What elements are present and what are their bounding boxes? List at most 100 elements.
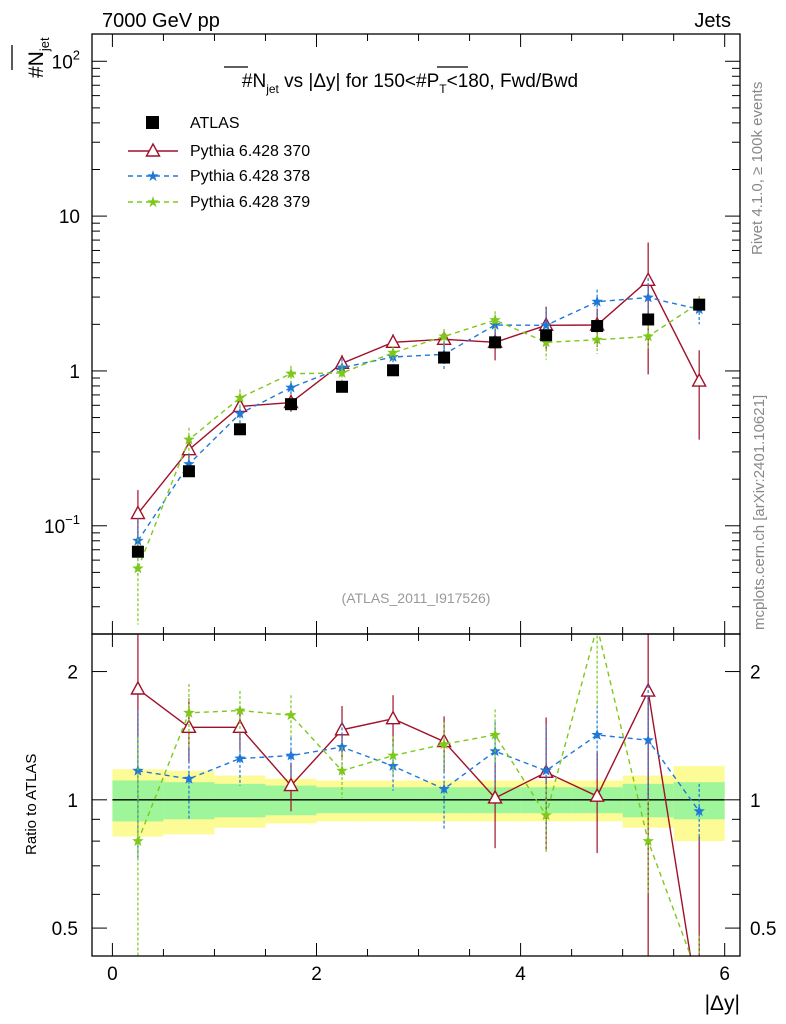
ratio-y-tick-label-right: 2 xyxy=(750,663,761,684)
title-n: N xyxy=(252,71,266,92)
marker-star xyxy=(285,381,297,393)
legend-378-marker: ★ xyxy=(146,168,159,185)
atlas-data-point xyxy=(591,320,604,333)
atlas-data-point xyxy=(336,380,349,393)
title-p: P xyxy=(427,71,440,92)
marker-star xyxy=(132,835,144,846)
svg-text:#Njet: #Njet xyxy=(25,37,52,78)
ratio-y-axis-label: Ratio to ATLAS xyxy=(23,754,40,855)
x-tick-label: 2 xyxy=(311,964,322,985)
marker-star xyxy=(132,562,144,574)
marker-star xyxy=(489,314,501,325)
marker-star xyxy=(183,458,195,469)
y-tick-label-100: 102 xyxy=(52,47,80,73)
marker-star xyxy=(540,764,552,776)
marker-triangle xyxy=(385,710,401,725)
ratio-series-layer xyxy=(130,621,705,956)
atlas-data-point xyxy=(642,313,655,326)
marker-star xyxy=(642,734,654,746)
marker-triangle xyxy=(691,372,707,387)
plot-title: #Njet vs |Δy| for 150<#PT<180, Fwd/Bwd xyxy=(242,71,578,96)
marker-star xyxy=(387,760,399,771)
ratio-y-tick-label-right: 1 xyxy=(750,791,761,812)
marker-triangle xyxy=(589,787,605,802)
x-axis-label: |Δy| xyxy=(705,992,740,1015)
marker-triangle xyxy=(130,680,146,695)
ratio-y-tick-label-right: 0.5 xyxy=(750,919,776,940)
header-process: Jets xyxy=(694,10,731,32)
main-series-layer xyxy=(130,242,707,625)
legend-atlas-marker xyxy=(146,116,159,129)
marker-star xyxy=(183,706,195,718)
legend: ATLAS Pythia 6.428 370 ★ Pythia 6.428 37… xyxy=(128,115,310,211)
marker-star xyxy=(285,749,297,761)
atlas-data-point xyxy=(387,364,400,377)
marker-star xyxy=(591,728,603,740)
ratio-378-line xyxy=(137,734,700,812)
legend-379-label: Pythia 6.428 379 xyxy=(190,194,310,211)
ratio-band-inner xyxy=(214,783,266,818)
ratio-370-line xyxy=(137,688,692,956)
marker-star xyxy=(642,330,654,342)
x-tick-label: 6 xyxy=(719,964,730,985)
legend-379-marker: ★ xyxy=(146,194,159,211)
svg-text:#Njet vs |Δy| for 150<#PT<180,: #Njet vs |Δy| for 150<#PT<180, Fwd/Bwd xyxy=(242,71,578,96)
marker-star xyxy=(387,346,399,358)
marker-star xyxy=(234,407,246,419)
atlas-data-point xyxy=(131,545,144,558)
atlas-data-point xyxy=(693,298,706,311)
marker-star xyxy=(234,391,246,403)
marker-star xyxy=(438,783,450,794)
legend-378-label: Pythia 6.428 378 xyxy=(190,168,310,185)
ratio-379-line xyxy=(137,634,692,956)
marker-star xyxy=(489,728,501,740)
marker-star xyxy=(591,295,603,307)
atlas-data-point xyxy=(284,398,297,411)
marker-star xyxy=(540,809,552,821)
marker-star xyxy=(285,709,297,720)
y-tick-label-0.1: 10−1 xyxy=(44,512,80,538)
marker-star xyxy=(591,333,603,345)
marker-star xyxy=(489,319,501,330)
analysis-id-label: (ATLAS_2011_I917526) xyxy=(342,590,491,606)
legend-atlas-label: ATLAS xyxy=(190,115,240,132)
y-tick-label-1: 1 xyxy=(69,362,80,383)
series-379-line xyxy=(137,302,700,569)
marker-star xyxy=(438,330,450,342)
marker-star xyxy=(693,805,705,817)
marker-star xyxy=(438,738,450,750)
y-tick-label-10: 10 xyxy=(59,207,80,228)
x-tick-label: 4 xyxy=(515,964,526,985)
marker-star xyxy=(540,336,552,348)
rivet-version-label: Rivet 4.1.0, ≥ 100k events xyxy=(749,82,766,255)
ratio-y-tick-label-left: 2 xyxy=(67,663,78,684)
marker-star xyxy=(642,835,654,846)
marker-star xyxy=(234,752,246,764)
atlas-data-point xyxy=(540,329,553,342)
legend-370-marker xyxy=(145,142,161,157)
legend-370-label: Pythia 6.428 370 xyxy=(190,143,310,160)
marker-triangle xyxy=(487,789,503,804)
y-label-main: #N xyxy=(25,51,48,78)
mcplots-reference-label: mcplots.cern.ch [arXiv:2401.10621] xyxy=(751,395,768,630)
marker-star xyxy=(336,741,348,752)
ratio-y-tick-label-left: 1 xyxy=(67,791,78,812)
marker-star xyxy=(540,319,552,331)
marker-star xyxy=(234,704,246,716)
marker-star xyxy=(591,621,602,632)
atlas-data-point xyxy=(438,351,451,364)
axes-layer: 0 2 4 6 10−1 1 10 102 0.5 0.5 1 1 2 2 xyxy=(44,33,776,985)
x-tick-label: 0 xyxy=(107,964,118,985)
marker-star xyxy=(336,764,348,776)
marker-star xyxy=(285,367,297,379)
series-378-line xyxy=(137,296,700,542)
ratio-y-tick-label-left: 0.5 xyxy=(52,919,78,940)
marker-triangle xyxy=(385,333,401,349)
marker-star xyxy=(642,291,654,303)
ratio-plot-frame xyxy=(91,633,741,957)
atlas-data-point xyxy=(489,336,502,349)
main-y-axis-label: #Njet xyxy=(25,37,52,78)
y-label-subscript: jet xyxy=(37,37,52,52)
header-energy: 7000 GeV pp xyxy=(102,10,220,32)
